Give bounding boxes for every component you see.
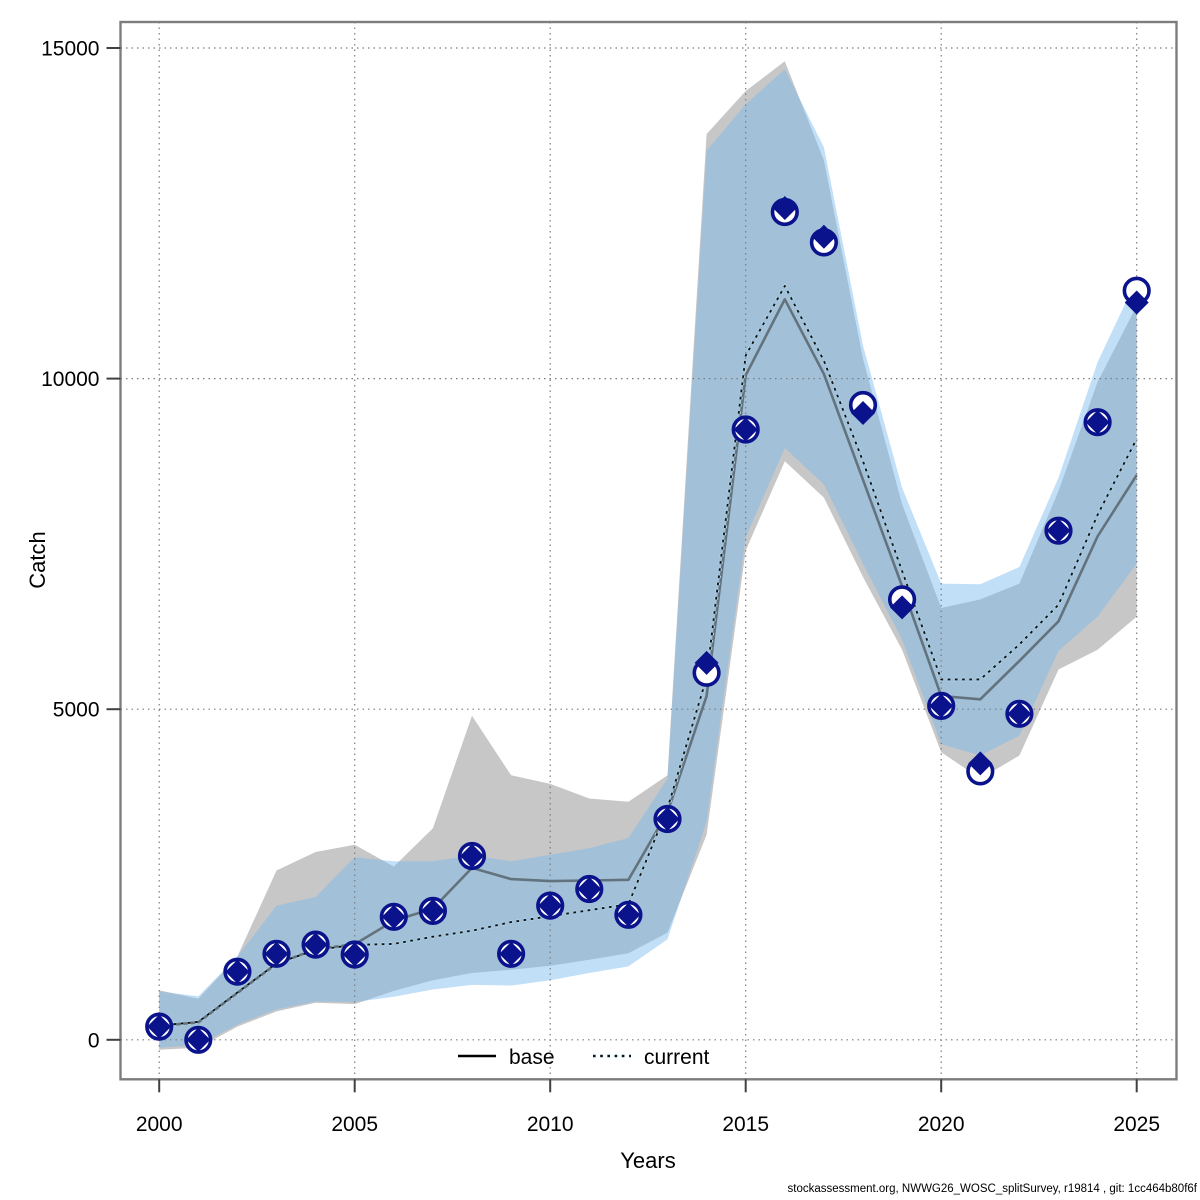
obs-diamond-2021 [968, 751, 993, 776]
y-tick-label: 0 [88, 1029, 100, 1052]
x-tick-label: 2025 [1113, 1113, 1160, 1136]
footer-provenance-note: stockassessment.org, NWWG26_WOSC_splitSu… [788, 1183, 1198, 1195]
plot-frame [119, 20, 1178, 1081]
x-axis-title: Years [620, 1148, 675, 1173]
y-tick-label: 15000 [41, 38, 99, 61]
obs-diamond-2015 [733, 417, 758, 442]
obs-diamond-2011 [577, 877, 602, 902]
x-tick-label: 2015 [722, 1113, 769, 1136]
grid-lines [120, 22, 1177, 1080]
obs-diamond-2006 [381, 904, 406, 929]
obs-diamond-2018 [851, 400, 875, 425]
legend: base current [458, 1046, 710, 1069]
obs-diamond-2000 [147, 1014, 172, 1039]
base-confidence-band [159, 61, 1137, 1050]
confidence-bands [159, 61, 1137, 1050]
obs-diamond-2017 [811, 224, 836, 249]
obs-diamond-2019 [890, 595, 915, 620]
obs-diamond-2008 [460, 843, 484, 868]
obs-diamond-2009 [499, 941, 524, 966]
obs-diamond-2012 [616, 902, 641, 927]
obs-diamond-2020 [929, 693, 954, 718]
observation-markers [145, 196, 1151, 1054]
obs-diamond-2014 [694, 650, 719, 675]
obs-diamond-2016 [772, 196, 797, 221]
obs-diamond-2025 [1124, 290, 1149, 315]
x-tick-label: 2020 [918, 1113, 965, 1136]
obs-diamond-2001 [186, 1027, 211, 1052]
obs-diamond-2005 [342, 942, 367, 967]
obs-diamond-2010 [538, 893, 563, 918]
axis-ticks [106, 47, 1138, 1093]
obs-diamond-2013 [655, 806, 680, 831]
y-tick-label: 5000 [53, 699, 100, 722]
obs-diamond-2023 [1046, 518, 1071, 543]
obs-diamond-2007 [420, 898, 445, 923]
obs-diamond-2003 [264, 941, 289, 966]
current-confidence-band [159, 69, 1137, 1048]
obs-diamond-2004 [303, 932, 328, 957]
obs-diamond-2024 [1085, 410, 1110, 435]
x-tick-label: 2010 [527, 1113, 574, 1136]
y-tick-label: 10000 [41, 368, 99, 391]
legend-current-label: current [644, 1046, 710, 1069]
obs-diamond-2022 [1007, 701, 1032, 726]
obs-diamond-2002 [225, 959, 250, 984]
x-tick-label: 2000 [136, 1113, 183, 1136]
legend-base-label: base [509, 1046, 555, 1069]
x-tick-label: 2005 [331, 1113, 378, 1136]
tick-labels: 2000 2005 2010 2015 2020 2025 0 5000 10000 15000 [41, 38, 1160, 1137]
y-axis-title: Catch [25, 531, 50, 588]
